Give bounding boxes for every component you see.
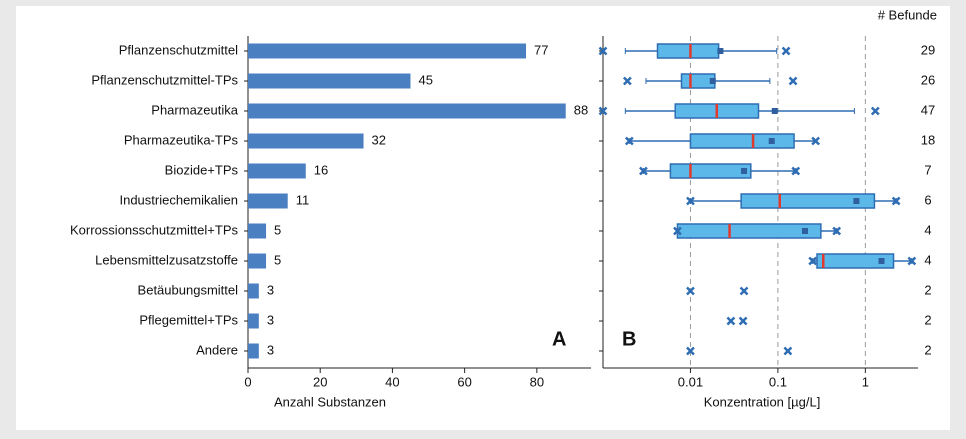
panel-label: B — [622, 328, 636, 350]
value-label: 16 — [314, 162, 328, 177]
value-label: 3 — [267, 342, 274, 357]
value-label: 5 — [274, 252, 281, 267]
outlier — [673, 226, 682, 236]
category-label: Pharmazeutika-TPs — [124, 132, 239, 147]
value-label: 11 — [296, 192, 310, 207]
bar — [248, 253, 267, 269]
panel-label: A — [552, 328, 566, 350]
count-label: 18 — [921, 132, 935, 147]
outlier — [891, 196, 901, 206]
bar — [248, 163, 306, 179]
category-label: Pflegemittel+TPs — [139, 312, 238, 327]
box — [816, 253, 895, 269]
counts-title: # Befunde — [878, 7, 937, 22]
count-label: 6 — [924, 192, 931, 207]
outlier — [808, 256, 818, 266]
panel-background — [16, 6, 950, 430]
bar — [248, 73, 411, 89]
category-label: Betäubungsmittel — [138, 282, 239, 297]
count-label: 2 — [924, 312, 931, 327]
category-label: Korrossionsschutzmittel+TPs — [70, 222, 238, 237]
category-label: Pflanzenschutzmittel-TPs — [91, 72, 238, 87]
box — [656, 43, 720, 59]
outlier — [791, 166, 801, 176]
value-label: 32 — [372, 132, 386, 147]
outlier — [686, 286, 695, 296]
bar — [248, 103, 566, 119]
outlier — [686, 196, 695, 206]
box — [669, 163, 752, 179]
x-tick-label: 0.1 — [769, 374, 787, 389]
box — [689, 133, 795, 149]
outlier — [598, 46, 608, 56]
bar — [248, 193, 288, 209]
x-tick-label: 0 — [244, 374, 251, 389]
x-axis-label: Anzahl Substanzen — [274, 394, 386, 409]
value-label: 5 — [274, 222, 281, 237]
outlier — [639, 166, 648, 176]
value-label: 45 — [418, 72, 432, 87]
count-label: 7 — [924, 162, 931, 177]
outlier — [907, 256, 917, 266]
x-tick-label: 80 — [530, 374, 544, 389]
category-label: Lebensmittelzusatzstoffe — [95, 252, 238, 267]
bar — [248, 283, 259, 299]
box — [676, 223, 822, 239]
mean — [741, 168, 748, 174]
count-label: 26 — [921, 72, 935, 87]
count-label: 4 — [924, 252, 931, 267]
x-tick-label: 1 — [862, 374, 869, 389]
x-tick-label: 40 — [385, 374, 399, 389]
bar — [248, 313, 259, 329]
x-axis-label: Konzentration [µg/L] — [704, 394, 821, 409]
outlier — [686, 346, 695, 356]
category-label: Biozide+TPs — [165, 162, 239, 177]
category-label: Pharmazeutika — [151, 102, 238, 117]
outlier — [739, 286, 749, 296]
count-label: 2 — [924, 342, 931, 357]
value-label: 3 — [267, 312, 274, 327]
bar — [248, 133, 364, 149]
bar — [248, 43, 527, 59]
value-label: 88 — [574, 102, 588, 117]
outlier — [726, 316, 736, 326]
bar — [248, 343, 259, 359]
x-tick-label: 20 — [313, 374, 327, 389]
count-label: 47 — [921, 102, 935, 117]
mean — [771, 108, 778, 114]
outlier — [781, 46, 791, 56]
mean — [878, 258, 885, 264]
outlier — [788, 76, 798, 86]
mean — [853, 198, 860, 204]
outlier — [832, 226, 842, 236]
box — [740, 193, 876, 209]
x-tick-label: 0.01 — [678, 374, 703, 389]
outlier — [624, 136, 634, 146]
value-label: 3 — [267, 282, 274, 297]
count-label: 4 — [924, 222, 931, 237]
outlier — [811, 136, 821, 146]
outlier — [738, 316, 748, 326]
category-label: Andere — [196, 342, 238, 357]
mean — [768, 138, 775, 144]
value-label: 77 — [534, 42, 548, 57]
x-tick-label: 60 — [457, 374, 471, 389]
outlier — [622, 76, 632, 86]
category-label: Pflanzenschutzmittel — [119, 42, 238, 57]
bar — [248, 223, 267, 239]
mean — [717, 48, 724, 54]
count-label: 2 — [924, 282, 931, 297]
outlier — [783, 346, 793, 356]
outlier — [598, 106, 608, 116]
category-label: Industriechemikalien — [119, 192, 238, 207]
count-label: 29 — [921, 42, 935, 57]
mean — [801, 228, 808, 234]
outlier — [870, 106, 880, 116]
mean — [709, 78, 716, 84]
